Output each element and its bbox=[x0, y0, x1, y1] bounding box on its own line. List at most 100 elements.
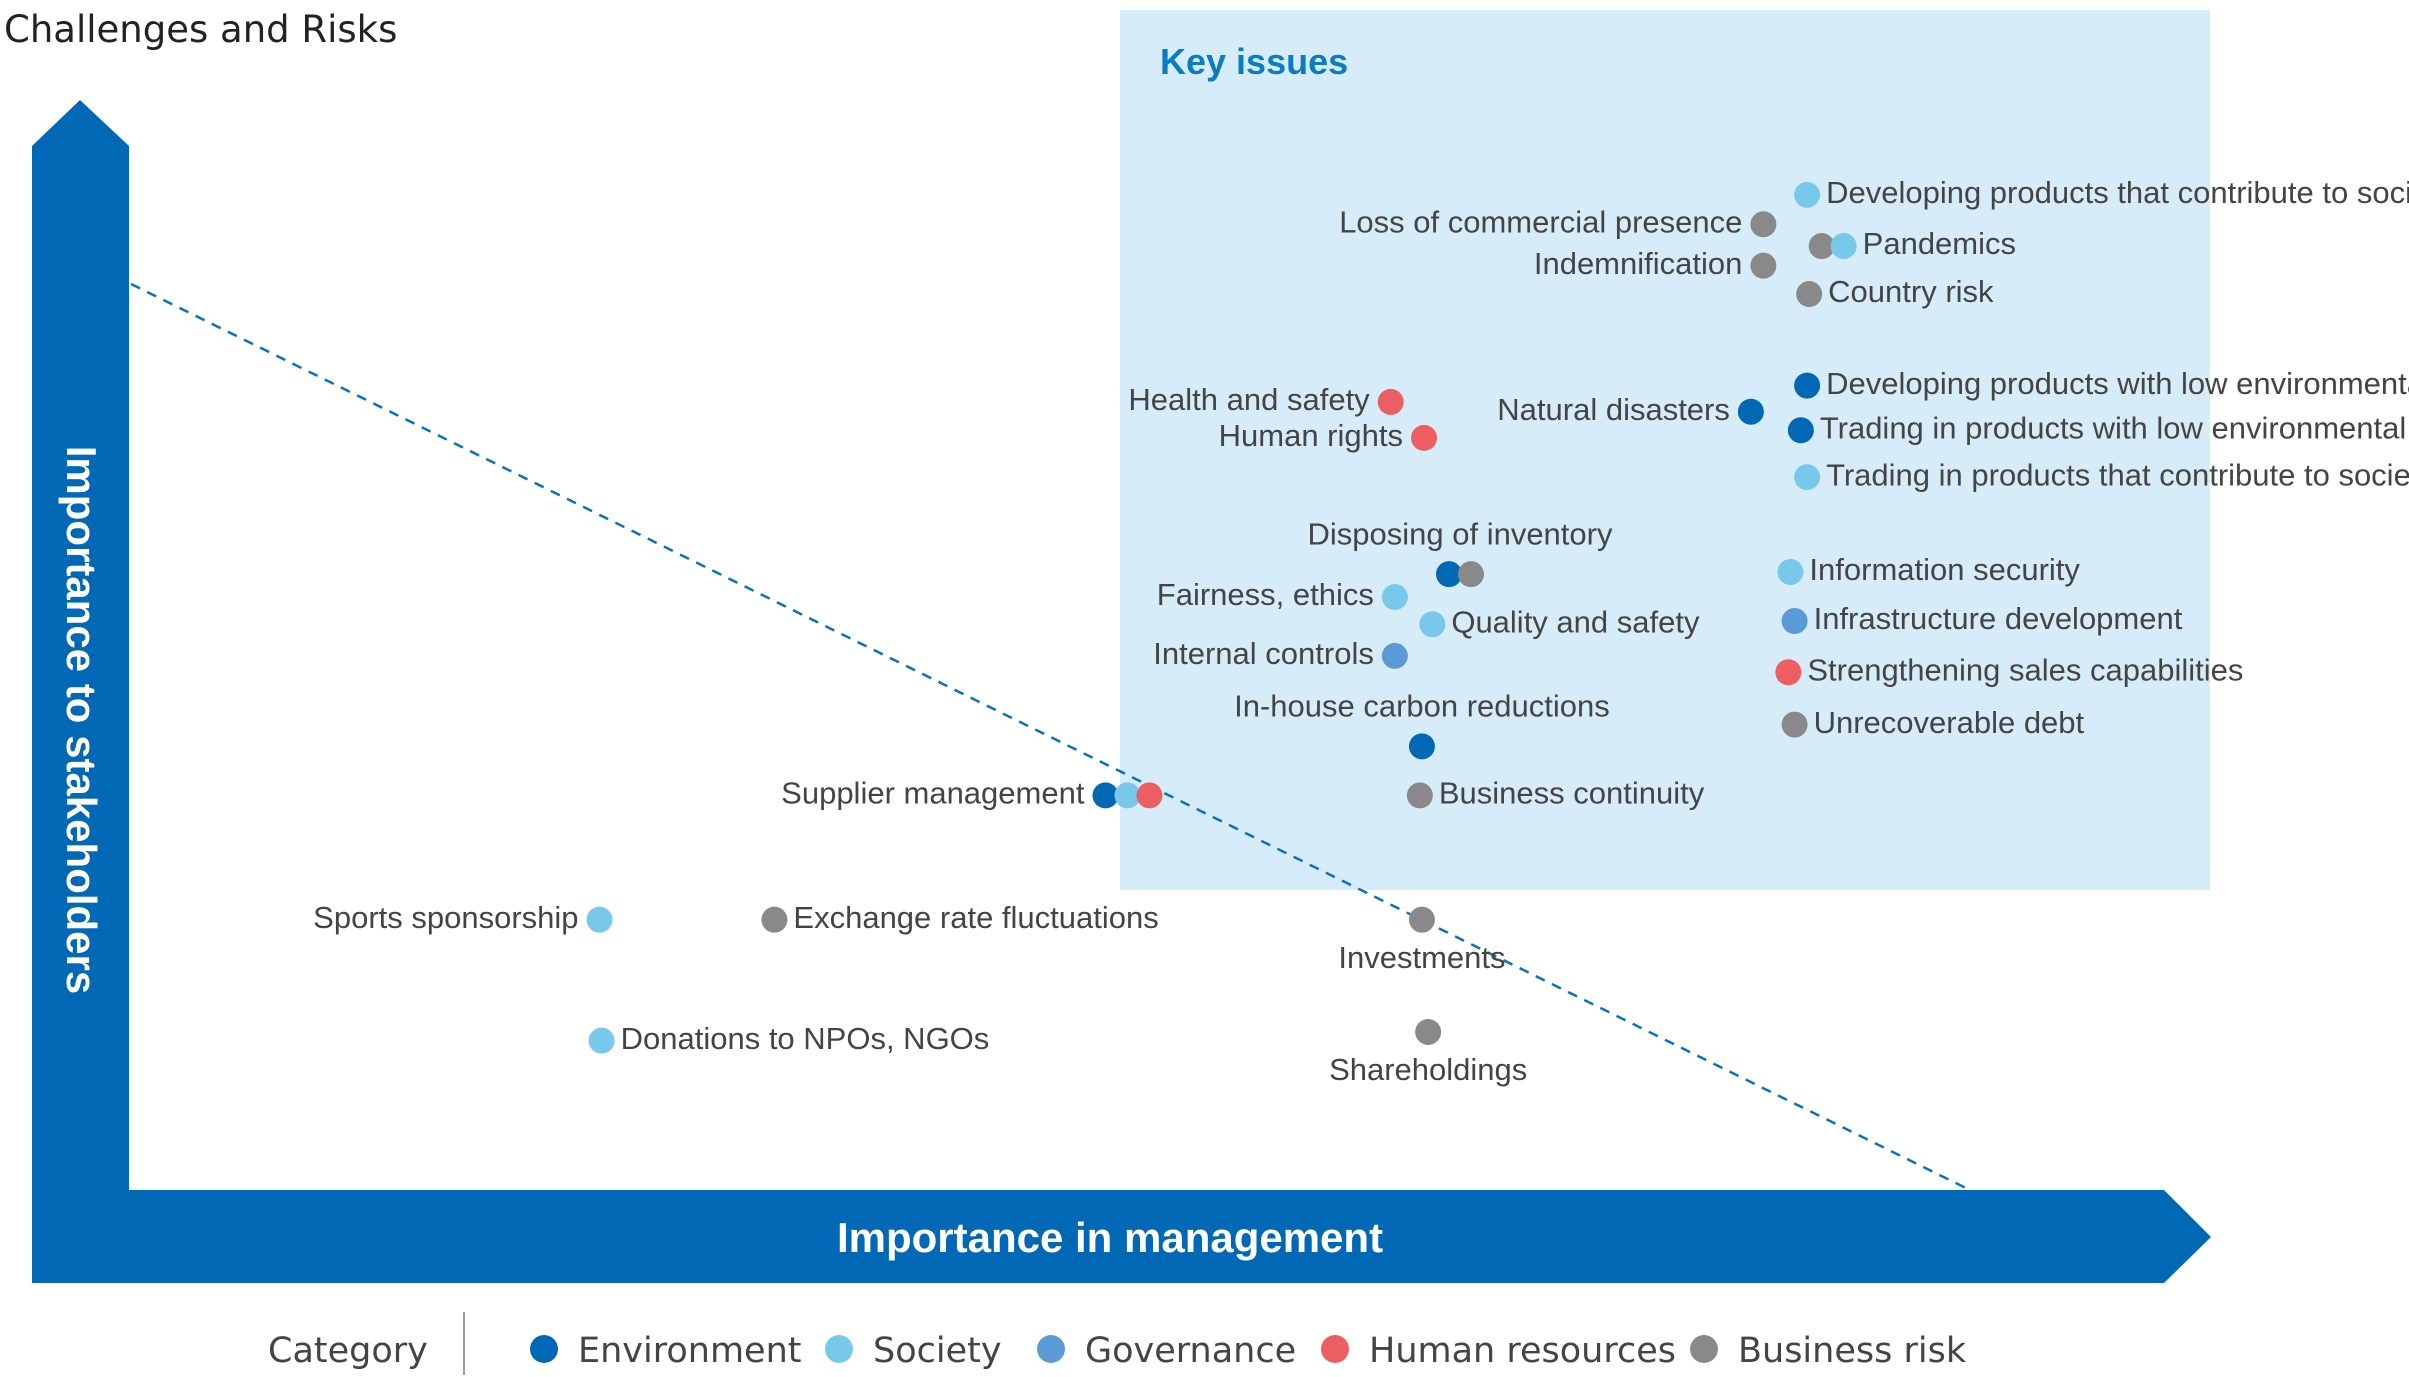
legend-swatch bbox=[825, 1335, 853, 1363]
legend-swatch bbox=[1690, 1335, 1718, 1363]
point-label: Pandemics bbox=[1863, 226, 2016, 261]
point-marker-environment bbox=[1787, 417, 1814, 444]
point-marker-society bbox=[586, 906, 613, 933]
point-pandemics: Pandemics bbox=[1808, 226, 2016, 261]
point-exchange-rate-fluctuations: Exchange rate fluctuations bbox=[761, 900, 1159, 935]
point-marker-business bbox=[1415, 1018, 1442, 1045]
point-internal-controls: Internal controls bbox=[1153, 636, 1408, 671]
legend-label: Human resources bbox=[1369, 1331, 1676, 1371]
point-marker-environment bbox=[1794, 372, 1821, 399]
chart-title: Challenges and Risks bbox=[4, 8, 397, 51]
point-marker-business bbox=[1796, 281, 1823, 308]
point-label: Human rights bbox=[1219, 418, 1403, 453]
point-marker-business bbox=[1750, 211, 1777, 238]
point-label: Business continuity bbox=[1439, 776, 1705, 811]
point-marker-environment bbox=[1435, 561, 1462, 588]
point-quality-and-safety: Quality and safety bbox=[1419, 604, 1700, 639]
point-marker-society bbox=[1777, 558, 1804, 585]
point-marker-society bbox=[1830, 233, 1857, 260]
legend-swatch bbox=[530, 1335, 558, 1363]
point-trading-in-products-with-low-environmental-impact: Trading in products with low environment… bbox=[1787, 410, 2409, 445]
point-label: Fairness, ethics bbox=[1157, 577, 1374, 612]
point-label: Supplier management bbox=[781, 776, 1085, 811]
point-label: Country risk bbox=[1828, 274, 1994, 309]
key-issues-label: Key issues bbox=[1160, 41, 1348, 82]
point-developing-products-that-contribute-to-society: Developing products that contribute to s… bbox=[1794, 175, 2409, 210]
point-infrastructure-development: Infrastructure development bbox=[1781, 601, 2183, 636]
point-label: Indemnification bbox=[1534, 246, 1743, 281]
legend-label: Governance bbox=[1085, 1331, 1296, 1371]
point-natural-disasters: Natural disasters bbox=[1497, 392, 1764, 427]
point-country-risk: Country risk bbox=[1796, 274, 1994, 309]
y-axis-arrow bbox=[32, 100, 129, 1190]
point-marker-governance bbox=[1781, 608, 1808, 635]
legend-label: Society bbox=[873, 1331, 1002, 1371]
legend-item-society: Society bbox=[825, 1331, 1002, 1371]
point-marker-environment bbox=[1737, 398, 1764, 425]
point-label: Quality and safety bbox=[1451, 604, 1700, 639]
point-label: Loss of commercial presence bbox=[1339, 204, 1742, 239]
y-axis-label: Importance to stakeholders bbox=[58, 446, 105, 994]
legend-swatch bbox=[1037, 1335, 1065, 1363]
x-axis-arrow bbox=[32, 1190, 2211, 1283]
legend-label: Environment bbox=[578, 1331, 801, 1371]
point-health-and-safety: Health and safety bbox=[1128, 382, 1404, 417]
point-shareholdings: Shareholdings bbox=[1329, 1018, 1527, 1087]
point-label: Trading in products that contribute to s… bbox=[1826, 457, 2409, 492]
point-donations-to-npos-ngos: Donations to NPOs, NGOs bbox=[588, 1021, 990, 1056]
point-label: Natural disasters bbox=[1497, 392, 1730, 427]
x-axis-label: Importance in management bbox=[837, 1214, 1383, 1261]
point-loss-of-commercial-presence: Loss of commercial presence bbox=[1339, 204, 1777, 239]
point-marker-environment bbox=[1092, 782, 1119, 809]
point-label: Shareholdings bbox=[1329, 1052, 1527, 1087]
point-disposing-of-inventory: Disposing of inventory bbox=[1307, 516, 1613, 588]
point-marker-society bbox=[1114, 782, 1141, 809]
point-sports-sponsorship: Sports sponsorship bbox=[313, 900, 613, 935]
point-label: Infrastructure development bbox=[1814, 601, 2183, 636]
legend-items: Environment Society Governance Human resour… bbox=[530, 1331, 1967, 1371]
point-marker-business bbox=[761, 906, 788, 933]
point-marker-society bbox=[1419, 611, 1446, 638]
legend-swatch bbox=[1321, 1335, 1349, 1363]
point-label: Disposing of inventory bbox=[1307, 516, 1612, 551]
point-fairness-ethics: Fairness, ethics bbox=[1157, 577, 1408, 612]
point-label: Developing products that contribute to s… bbox=[1826, 175, 2409, 210]
point-marker-hr bbox=[1136, 782, 1163, 809]
point-label: Donations to NPOs, NGOs bbox=[621, 1021, 990, 1056]
point-marker-society bbox=[1794, 181, 1821, 208]
point-marker-hr bbox=[1775, 659, 1802, 686]
point-label: In-house carbon reductions bbox=[1234, 689, 1610, 724]
point-information-security: Information security bbox=[1777, 552, 2080, 587]
point-marker-business bbox=[1408, 906, 1435, 933]
legend-item-business: Business risk bbox=[1690, 1331, 1967, 1371]
point-human-rights: Human rights bbox=[1219, 418, 1438, 453]
point-label: Investments bbox=[1338, 940, 1505, 975]
point-trading-in-products-that-contribute-to-society: Trading in products that contribute to s… bbox=[1794, 457, 2409, 492]
legend-label: Business risk bbox=[1738, 1331, 1967, 1371]
point-label: Unrecoverable debt bbox=[1814, 705, 2085, 740]
key-issues-region bbox=[1120, 10, 2210, 890]
point-marker-environment bbox=[1408, 733, 1435, 760]
legend-title: Category bbox=[268, 1331, 428, 1371]
point-label: Health and safety bbox=[1128, 382, 1370, 417]
point-indemnification: Indemnification bbox=[1534, 246, 1777, 281]
legend: Category Environment Society Governance Hum… bbox=[268, 1312, 1967, 1375]
point-developing-products-with-low-environmental-impact: Developing products with low environment… bbox=[1794, 366, 2409, 401]
point-marker-governance bbox=[1381, 642, 1408, 669]
point-label: Trading in products with low environment… bbox=[1820, 410, 2409, 445]
point-marker-society bbox=[1381, 584, 1408, 611]
point-marker-society bbox=[588, 1027, 615, 1054]
point-label: Internal controls bbox=[1153, 636, 1374, 671]
point-strengthening-sales-capabilities: Strengthening sales capabilities bbox=[1775, 652, 2243, 687]
point-marker-society bbox=[1794, 464, 1821, 491]
point-marker-hr bbox=[1411, 424, 1438, 451]
point-in-house-carbon-reductions: In-house carbon reductions bbox=[1234, 689, 1610, 760]
point-marker-business bbox=[1808, 233, 1835, 260]
legend-item-governance: Governance bbox=[1037, 1331, 1296, 1371]
point-unrecoverable-debt: Unrecoverable debt bbox=[1781, 705, 2085, 740]
point-label: Sports sponsorship bbox=[313, 900, 578, 935]
data-points: Developing products that contribute to s… bbox=[313, 175, 2409, 1087]
point-label: Developing products with low environment… bbox=[1826, 366, 2409, 401]
point-business-continuity: Business continuity bbox=[1406, 776, 1705, 811]
